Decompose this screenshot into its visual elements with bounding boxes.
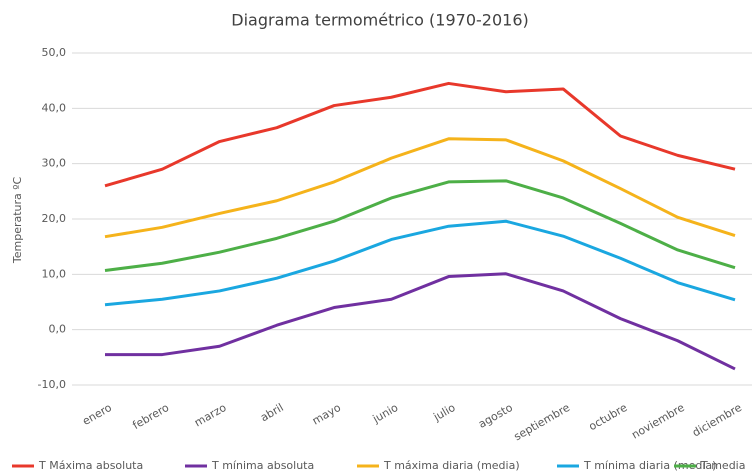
y-tick-label: 10,0 — [42, 267, 67, 280]
series-line — [105, 272, 736, 371]
x-tick-label: marzo — [192, 401, 229, 430]
x-tick-label: septiembre — [512, 401, 573, 444]
x-tick-label: noviembre — [629, 401, 687, 442]
y-tick-label: 20,0 — [42, 212, 67, 225]
x-tick-label: mayo — [310, 401, 343, 428]
legend-label: T mínima diaria (media) — [583, 459, 716, 472]
x-tick-label: julio — [430, 401, 457, 424]
legend-label: T mínima absoluta — [211, 459, 314, 472]
x-tick-label: junio — [370, 401, 401, 426]
x-tick-label: enero — [80, 401, 114, 428]
y-tick-label: 0,0 — [49, 323, 67, 336]
series-line — [104, 137, 736, 239]
y-tick-label: -10,0 — [38, 378, 66, 391]
x-tick-label: octubre — [587, 401, 630, 433]
y-axis-label: Temperatura ºC — [11, 177, 24, 265]
y-tick-label: 40,0 — [42, 101, 67, 114]
x-tick-label: diciembre — [690, 401, 744, 440]
y-tick-label: 50,0 — [42, 46, 67, 59]
x-tick-label: abril — [258, 401, 286, 424]
legend-label: T media — [700, 459, 745, 472]
series-line — [104, 219, 736, 307]
series-line — [104, 81, 736, 188]
y-tick-label: 30,0 — [42, 157, 67, 170]
x-tick-label: febrero — [130, 401, 171, 432]
legend-label: T máxima diaria (media) — [383, 459, 520, 472]
chart-title: Diagrama termométrico (1970-2016) — [231, 11, 528, 30]
x-tick-label: agosto — [476, 401, 515, 431]
series-line — [104, 179, 736, 272]
legend-label: T Máxima absoluta — [38, 459, 143, 472]
